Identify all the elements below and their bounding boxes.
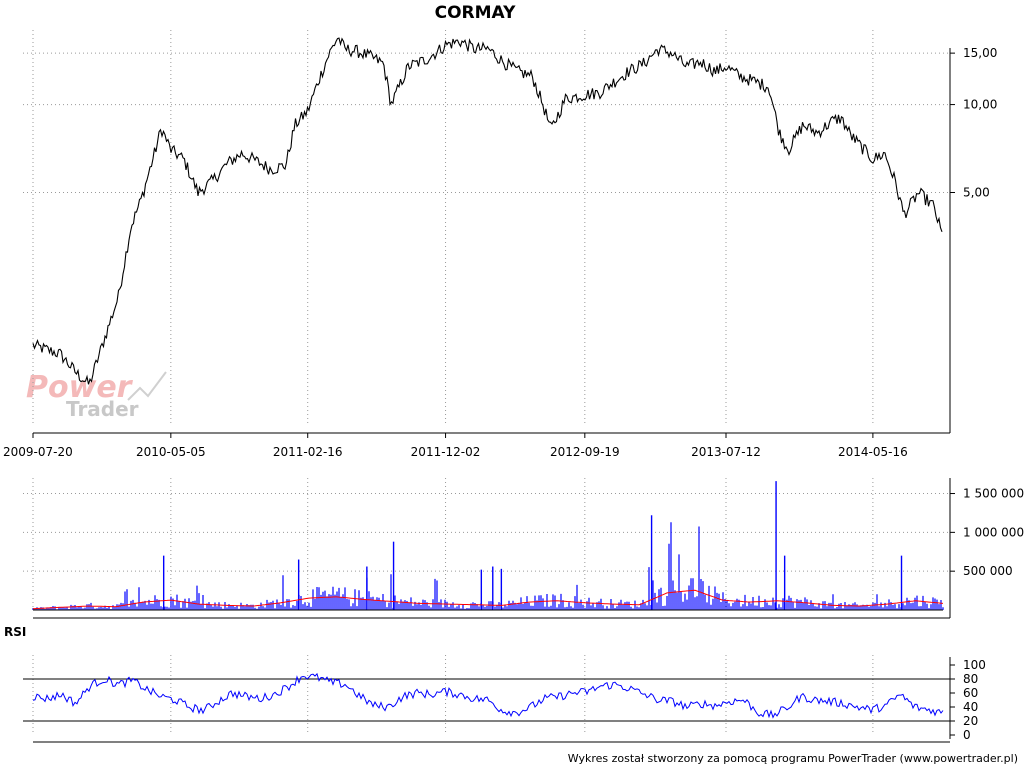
volume-moving-average [32,589,944,610]
rsi-ytick-label-3: 60 [963,686,978,700]
price-xtick-label-4: 2012-09-19 [550,445,620,459]
watermark-arrow-icon [127,371,167,401]
volume-ytick-label-2: 1 500 000 [963,487,1024,501]
volume-axis: 500 000 1 000 000 1 500 000 [33,478,1024,619]
volume-grid [23,478,950,610]
watermark-word-1: Power [26,370,134,405]
rsi-panel-label: RSI [4,625,26,639]
rsi-ytick-label-5: 100 [963,658,986,672]
volume-bars [32,481,944,611]
chart-title: CORMAY [435,3,516,23]
rsi-ytick-label-4: 80 [963,672,978,686]
price-ytick-label-0: 5,00 [963,186,990,200]
price-xtick-label-6: 2014-05-16 [838,445,908,459]
footer-credit: Wykres został stworzony za pomocą progra… [568,752,1018,765]
rsi-ytick-label-1: 20 [963,714,978,728]
price-xtick-label-2: 2011-02-16 [273,445,343,459]
rsi-series [32,672,944,719]
rsi-ytick-label-0: 0 [963,728,971,742]
price-xtick-label-3: 2011-12-02 [411,445,481,459]
volume-bars-fill [32,522,944,610]
price-ytick-label-1: 10,00 [963,98,997,112]
price-axis: 2009-07-20 2010-05-05 2011-02-16 2011-12-02… [3,46,997,459]
rsi-grid [23,655,950,735]
watermark-word-2: Trader [66,397,139,421]
rsi-line [32,672,944,719]
price-xtick-label-0: 2009-07-20 [3,445,73,459]
price-line [32,37,943,385]
price-series [32,37,943,385]
price-grid [23,30,950,425]
volume-ytick-label-1: 1 000 000 [963,525,1024,539]
price-xtick-label-5: 2013-07-12 [691,445,761,459]
price-xtick-label-1: 2010-05-05 [136,445,206,459]
watermark: Power Trader [26,370,167,421]
price-ytick-label-2: 15,00 [963,46,997,60]
volume-ytick-label-0: 500 000 [963,564,1013,578]
rsi-ytick-label-2: 40 [963,700,978,714]
